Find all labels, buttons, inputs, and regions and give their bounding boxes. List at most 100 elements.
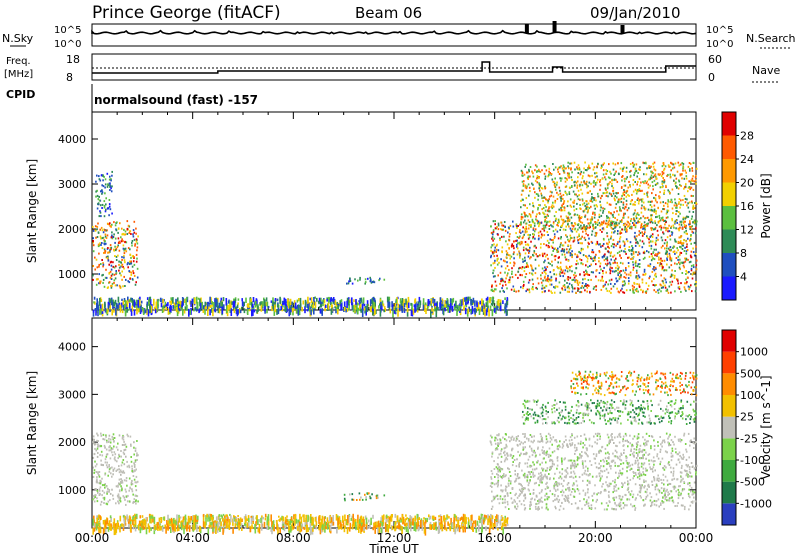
scatter-pixel [614, 199, 616, 202]
scatter-pixel [552, 221, 555, 224]
scatter-pixel [95, 278, 98, 281]
scatter-pixel [390, 514, 393, 522]
scatter-pixel [119, 483, 121, 486]
scatter-pixel [663, 269, 665, 272]
scatter-pixel [568, 248, 571, 251]
scatter-pixel [506, 252, 509, 255]
scatter-pixel [637, 274, 640, 277]
scatter-pixel [681, 244, 684, 247]
scatter-pixel [662, 180, 664, 183]
scatter-pixel [562, 249, 565, 252]
scatter-pixel [377, 496, 379, 499]
scatter-pixel [633, 174, 635, 177]
scatter-pixel [580, 259, 583, 262]
scatter-pixel [615, 257, 617, 260]
scatter-pixel [177, 520, 179, 526]
scatter-pixel [92, 229, 95, 232]
scatter-pixel [694, 283, 696, 286]
scatter-pixel [649, 204, 652, 206]
scatter-pixel [423, 517, 425, 520]
scatter-pixel [616, 180, 619, 183]
scatter-pixel [375, 309, 377, 314]
scatter-pixel [523, 212, 526, 214]
scatter-pixel [637, 197, 639, 200]
scatter-pixel [668, 252, 671, 255]
scatter-pixel [190, 301, 193, 304]
scatter-pixel [206, 302, 209, 310]
scatter-pixel [670, 273, 673, 276]
scatter-pixel [471, 305, 474, 314]
scatter-pixel [538, 182, 540, 185]
scatter-pixel [99, 204, 102, 207]
scatter-pixel [373, 281, 376, 284]
scatter-pixel [563, 253, 566, 256]
scatter-pixel [650, 220, 653, 223]
scatter-pixel [612, 255, 614, 258]
scatter-pixel [513, 290, 515, 292]
scatter-pixel [591, 162, 594, 165]
scatter-pixel [93, 438, 95, 441]
scatter-pixel [618, 250, 621, 253]
scatter-pixel [486, 296, 489, 301]
scatter-pixel [101, 489, 104, 492]
scatter-pixel [106, 207, 109, 210]
scatter-pixel [644, 256, 646, 259]
scatter-pixel [639, 166, 641, 169]
scatter-pixel [663, 259, 666, 262]
scatter-pixel [643, 227, 645, 230]
scatter-pixel [528, 194, 530, 197]
power-colorbar-segment [722, 112, 736, 136]
scatter-pixel [307, 527, 309, 532]
scatter-pixel [110, 225, 112, 228]
scatter-pixel [695, 227, 697, 230]
scatter-pixel [122, 232, 124, 235]
scatter-pixel [573, 274, 575, 276]
scatter-pixel [574, 223, 577, 226]
scatter-pixel [504, 226, 506, 228]
scatter-pixel [606, 232, 608, 235]
scatter-pixel [579, 238, 581, 240]
scatter-pixel [109, 441, 112, 444]
scatter-pixel [103, 285, 106, 288]
scatter-pixel [588, 242, 590, 245]
scatter-pixel [357, 514, 359, 522]
scatter-pixel [537, 231, 540, 234]
scatter-pixel [568, 211, 570, 214]
scatter-pixel [679, 183, 681, 186]
scatter-pixel [124, 448, 127, 451]
scatter-pixel [549, 220, 551, 223]
scatter-pixel [586, 225, 588, 228]
scatter-pixel [651, 171, 653, 174]
scatter-pixel [529, 214, 532, 217]
scatter-pixel [691, 290, 693, 293]
scatter-pixel [569, 269, 571, 272]
scatter-pixel [96, 194, 99, 197]
scatter-pixel [92, 498, 94, 501]
scatter-pixel [560, 165, 562, 168]
scatter-pixel [369, 495, 371, 498]
scatter-pixel [127, 435, 129, 438]
scatter-pixel [642, 257, 645, 260]
scatter-pixel [612, 227, 615, 230]
scatter-pixel [560, 242, 562, 244]
scatter-pixel [605, 287, 608, 290]
scatter-pixel [684, 260, 687, 263]
scatter-pixel [367, 277, 369, 280]
scatter-pixel [633, 286, 635, 289]
scatter-pixel [605, 247, 607, 250]
scatter-pixel [93, 469, 96, 472]
scatter-pixel [524, 213, 526, 216]
scatter-pixel [554, 235, 556, 238]
scatter-pixel [353, 299, 355, 302]
scatter-pixel [660, 284, 662, 287]
scatter-pixel [422, 298, 425, 305]
scatter-pixel [664, 252, 667, 255]
scatter-pixel [108, 214, 110, 217]
scatter-pixel [130, 444, 132, 447]
scatter-pixel [218, 514, 221, 519]
scatter-pixel [533, 224, 536, 227]
scatter-pixel [570, 176, 573, 179]
scatter-pixel [109, 247, 112, 250]
scatter-pixel [373, 298, 376, 302]
scatter-pixel [502, 527, 504, 535]
